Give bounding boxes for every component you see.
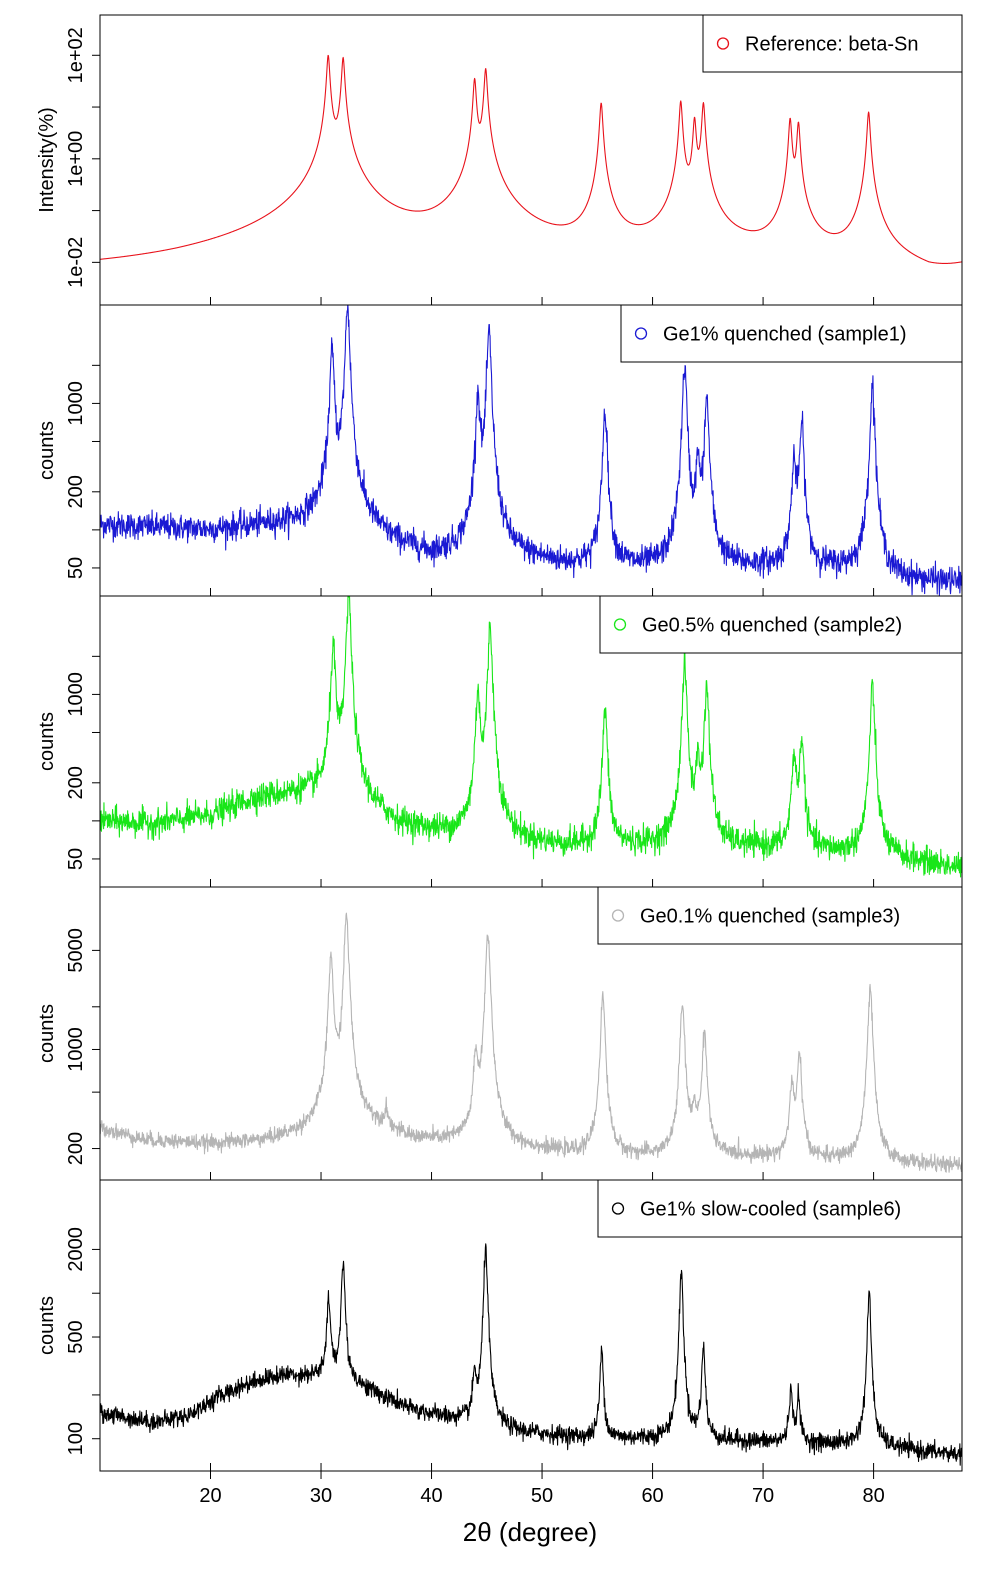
y-tick-label-1-1: 1e-02 xyxy=(65,237,87,288)
y-tick-label-4-5: 5000 xyxy=(65,928,87,973)
y-tick-label-4-1: 200 xyxy=(65,1132,87,1165)
x-tick-label-4: 50 xyxy=(531,1485,553,1507)
y-tick-label-4-3: 1000 xyxy=(65,1027,87,1072)
legend-marker-4 xyxy=(611,909,625,922)
legend-box-4 xyxy=(597,886,963,945)
x-tick-label-2: 30 xyxy=(310,1485,332,1507)
legend-label-5: Ge1% slow-cooled (sample6) xyxy=(640,1199,901,1221)
legend-label-1: Reference: beta-Sn xyxy=(745,34,918,56)
y-axis-label-5: counts xyxy=(36,1296,58,1355)
y-tick-label-2-3: 200 xyxy=(65,475,87,508)
y-tick-label-5-5: 2000 xyxy=(65,1227,87,1272)
plot-frame-5 xyxy=(99,1179,963,1472)
y-axis-label-1: Intensity(%) xyxy=(36,107,58,213)
panel-3: 50 200 1000 counts Ge0.5% quenched (sample2) xyxy=(36,595,963,888)
x-tick-label-1: 20 xyxy=(199,1485,221,1507)
legend-box-2 xyxy=(620,304,963,363)
y-tick-label-1-5: 1e+02 xyxy=(65,27,87,83)
legend-box-5 xyxy=(597,1179,963,1238)
series-line-4-1 xyxy=(100,912,962,1173)
panels: 1e-02 1e+00 1e+02 Intensity(%) Reference: be… xyxy=(36,14,963,1507)
panel-4: 200 1000 5000 counts Ge0.1% quenched (sample… xyxy=(36,886,963,1181)
legend-label-3: Ge0.5% quenched (sample2) xyxy=(642,615,902,637)
y-tick-label-1-3: 1e+00 xyxy=(65,131,87,187)
legend-box-3 xyxy=(599,595,963,654)
legend-box-1 xyxy=(702,14,963,73)
y-axis-label-4: counts xyxy=(36,1004,58,1063)
legend-label-4: Ge0.1% quenched (sample3) xyxy=(640,906,900,928)
legend-marker-2 xyxy=(634,327,648,340)
y-tick-label-2-5: 1000 xyxy=(65,381,87,426)
y-axis-label-2: counts xyxy=(36,421,58,480)
x-tick-label-5: 60 xyxy=(641,1485,663,1507)
x-tick-label-3: 40 xyxy=(420,1485,442,1507)
legend-5: Ge1% slow-cooled (sample6) xyxy=(597,1179,963,1238)
legend-4: Ge0.1% quenched (sample3) xyxy=(597,886,963,945)
legend-marker-3 xyxy=(613,618,627,631)
y-tick-label-5-1: 100 xyxy=(65,1422,87,1455)
legend-label-2: Ge1% quenched (sample1) xyxy=(663,324,906,346)
legend-3: Ge0.5% quenched (sample2) xyxy=(599,595,963,654)
legend-1: Reference: beta-Sn xyxy=(702,14,963,73)
panel-1: 1e-02 1e+00 1e+02 Intensity(%) Reference: be… xyxy=(36,14,963,306)
legend-2: Ge1% quenched (sample1) xyxy=(620,304,963,363)
y-tick-label-3-1: 50 xyxy=(65,848,87,870)
series-line-3-1 xyxy=(100,596,962,878)
x-tick-label-7: 80 xyxy=(862,1485,884,1507)
legend-marker-5 xyxy=(611,1202,625,1215)
y-tick-label-3-3: 200 xyxy=(65,766,87,799)
y-tick-label-2-1: 50 xyxy=(65,557,87,579)
x-axis-label: 2θ (degree) xyxy=(463,1517,597,1547)
series-line-1-1 xyxy=(100,54,962,264)
y-axis-label-3: counts xyxy=(36,712,58,771)
x-tick-label-6: 70 xyxy=(752,1485,774,1507)
y-tick-label-5-3: 500 xyxy=(65,1320,87,1353)
series-line-2-1 xyxy=(100,305,962,596)
legend-marker-1 xyxy=(716,37,730,50)
y-tick-label-3-5: 1000 xyxy=(65,672,87,717)
series-line-5-1 xyxy=(100,1243,962,1466)
panel-5: 100 500 2000 counts 20 30 40 50 60 70 80 Ge1% slow-… xyxy=(36,1179,963,1507)
